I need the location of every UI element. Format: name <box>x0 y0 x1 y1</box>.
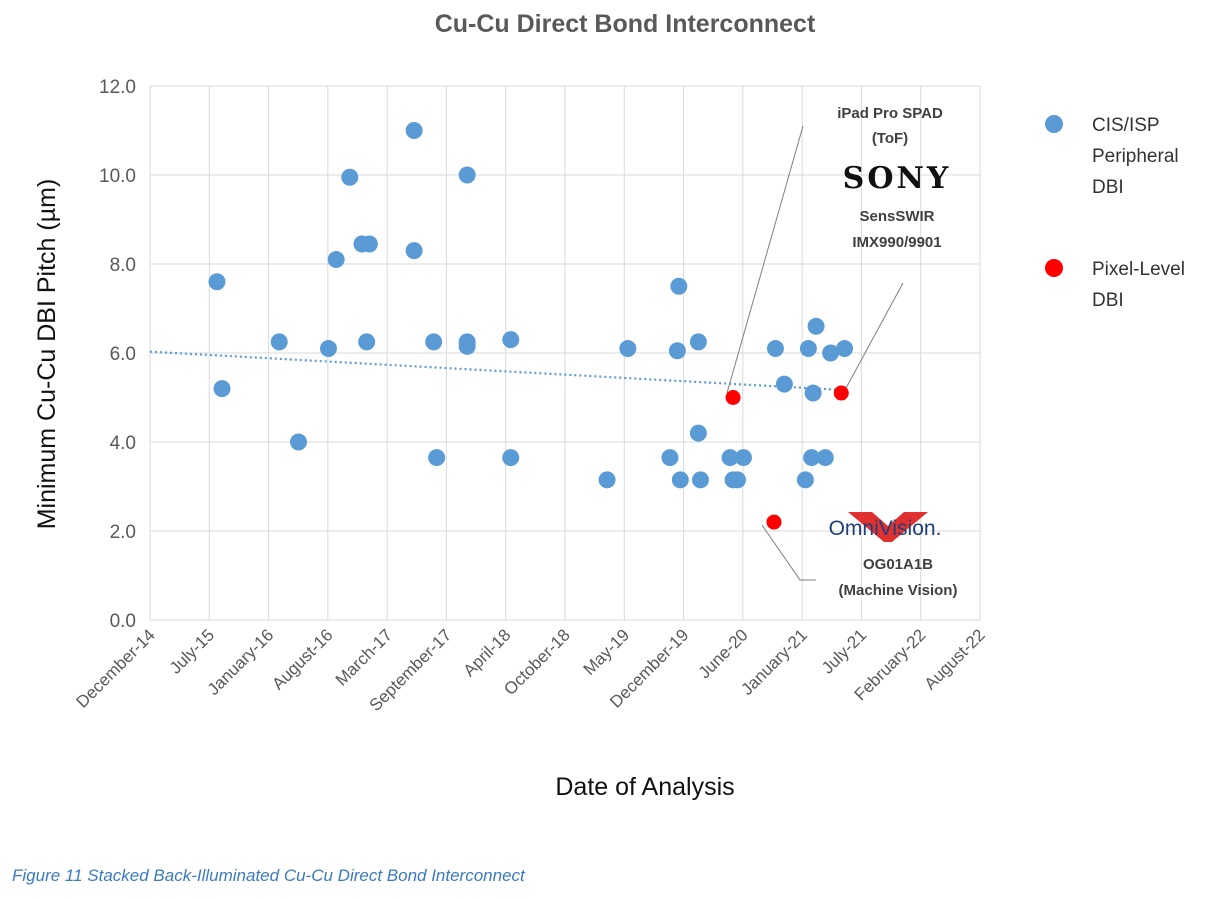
omnivision-v-icon <box>848 512 928 542</box>
annotation-og01a1b-line1: OG01A1B <box>863 556 933 573</box>
data-point-cis <box>836 340 854 358</box>
annotation-ipad-line2: (ToF) <box>872 130 908 147</box>
data-point-cis <box>405 122 423 139</box>
data-point-cis <box>661 449 679 467</box>
data-point-pixel <box>766 514 782 530</box>
data-point-cis <box>803 449 821 467</box>
x-tick-label: August-16 <box>268 625 336 693</box>
data-point-cis <box>775 375 793 393</box>
y-tick-label: 10.0 <box>99 166 136 187</box>
chart-title: Cu-Cu Direct Bond Interconnect <box>435 10 816 38</box>
data-point-cis <box>734 449 752 467</box>
data-point-cis <box>458 337 476 355</box>
legend-label-cis-line2: Peripheral <box>1092 146 1179 167</box>
data-point-cis <box>671 471 689 489</box>
x-axis-label: Date of Analysis <box>555 773 734 801</box>
data-point-cis <box>270 333 288 351</box>
x-tick-label: December-14 <box>73 625 159 711</box>
legend-marker-cis <box>1045 115 1063 133</box>
legend-marker-pixel <box>1045 259 1063 277</box>
x-tick-label: June-20 <box>695 625 752 682</box>
data-point-cis <box>668 342 686 360</box>
grid <box>149 85 981 621</box>
data-point-cis <box>799 340 817 358</box>
leader-ipad <box>726 125 804 394</box>
trendline <box>149 350 842 392</box>
leader-sensswir <box>844 282 904 391</box>
data-point-cis <box>360 235 378 253</box>
omnivision-logo: OmniVision. <box>829 512 942 542</box>
data-point-pixel <box>725 390 741 405</box>
data-point-cis <box>670 277 688 295</box>
annotation-leaders <box>726 125 904 581</box>
figure-caption: Figure 11 Stacked Back-Illuminated Cu-Cu… <box>12 866 525 885</box>
data-points <box>208 122 854 530</box>
data-point-cis <box>502 449 520 467</box>
data-point-cis <box>804 384 822 402</box>
data-point-cis <box>327 251 345 269</box>
data-point-cis <box>425 333 443 351</box>
annotation-sensswir-line1: SensSWIR <box>859 208 934 225</box>
data-point-cis <box>428 449 446 467</box>
data-point-pixel <box>833 385 849 401</box>
y-tick-label: 0.0 <box>110 611 136 632</box>
data-point-cis <box>729 471 747 489</box>
data-point-cis <box>502 331 520 349</box>
legend-label-cis-line1: CIS/ISP <box>1092 115 1160 136</box>
data-point-cis <box>458 166 476 184</box>
data-point-cis <box>213 380 231 398</box>
data-point-cis <box>721 449 739 467</box>
legend-label-pixel-line1: Pixel-Level <box>1092 259 1185 280</box>
y-tick-label: 8.0 <box>110 255 136 276</box>
data-point-cis <box>796 471 814 489</box>
x-tick-label: July-21 <box>818 625 870 677</box>
data-point-cis <box>208 273 226 291</box>
y-tick-label: 4.0 <box>110 433 136 454</box>
data-point-cis <box>358 333 376 351</box>
x-tick-label: July-15 <box>166 625 218 677</box>
data-point-cis <box>341 168 359 186</box>
y-tick-label: 2.0 <box>110 522 136 543</box>
data-point-cis <box>405 242 423 260</box>
data-point-cis <box>319 340 337 358</box>
legend-label-cis-line3: DBI <box>1092 177 1124 198</box>
data-point-cis <box>689 424 707 442</box>
y-axis-label: Minimum Cu-Cu DBI Pitch (µm) <box>33 179 61 530</box>
data-point-cis <box>598 471 616 489</box>
chart: Cu-Cu Direct Bond Interconnect 0.0 2.0 4.0… <box>33 10 1185 801</box>
data-point-cis <box>619 340 637 358</box>
sony-logo: SONY <box>843 161 952 196</box>
data-point-cis <box>807 317 825 335</box>
data-point-cis <box>816 449 834 467</box>
data-point-cis <box>822 344 840 362</box>
annotation-sensswir-line2: IMX990/9901 <box>852 234 941 251</box>
annotation-ipad-line1: iPad Pro SPAD <box>837 105 943 122</box>
x-tick-label: April-18 <box>460 625 515 680</box>
x-tick-labels: December-14 July-15January-16August-16Mar… <box>73 625 989 715</box>
x-tick-label: August-22 <box>921 625 989 693</box>
annotation-og01a1b-line2: (Machine Vision) <box>839 582 958 599</box>
y-tick-labels: 0.0 2.0 4.0 6.0 8.0 10.0 12.0 <box>99 77 136 632</box>
leader-og01a1b <box>761 524 816 581</box>
omnivision-logo-text: OmniVision. <box>829 517 942 540</box>
data-point-cis <box>766 340 784 358</box>
legend-label-pixel-line2: DBI <box>1092 290 1124 311</box>
data-point-cis <box>689 333 707 351</box>
data-point-cis <box>290 433 308 451</box>
x-tick-label: May-19 <box>580 625 634 679</box>
legend: CIS/ISP Peripheral DBI Pixel-Level DBI <box>1045 115 1185 311</box>
y-tick-label: 6.0 <box>110 344 136 365</box>
data-point-cis <box>691 471 709 489</box>
y-tick-label: 12.0 <box>99 77 136 98</box>
